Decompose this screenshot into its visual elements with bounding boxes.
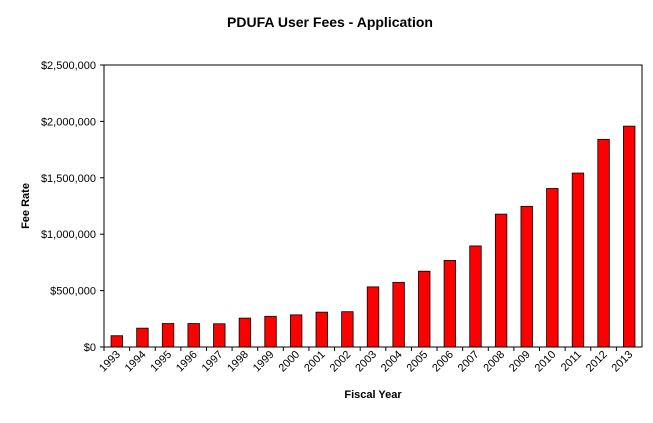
x-axis: 1993 1994 1995 1996 1997 1998 1999 2000 2001 2002… [97, 347, 635, 374]
x-tick-label: 2001 [302, 349, 328, 375]
bars [110, 125, 636, 348]
x-tick-label: 2004 [379, 349, 405, 375]
bar-1999 [264, 315, 277, 348]
x-tick-label: 2003 [353, 349, 379, 375]
x-tick-label: 2012 [584, 349, 610, 375]
bar-1994 [136, 327, 149, 348]
x-axis-title: Fiscal Year [344, 389, 402, 401]
x-tick-label: 1995 [148, 349, 174, 375]
y-tick-label: $0 [84, 342, 96, 354]
bar-2013 [623, 125, 636, 348]
bar-2008 [494, 213, 508, 348]
x-tick-label: 2009 [507, 349, 533, 375]
x-tick-label: 2002 [328, 349, 354, 375]
bar-1998 [238, 317, 252, 348]
x-tick-label: 2013 [610, 349, 636, 375]
bar-2007 [469, 245, 482, 348]
bar-2010 [546, 188, 559, 348]
bar-2005 [418, 270, 431, 348]
x-tick-label: 1994 [123, 349, 149, 375]
x-tick-label: 1996 [174, 349, 200, 375]
bar-1995 [161, 323, 175, 348]
x-tick-label: 2007 [456, 349, 482, 375]
bar-2000 [289, 314, 303, 348]
x-tick-label: 2006 [430, 349, 456, 375]
x-tick-label: 2000 [276, 349, 302, 375]
x-tick-label: 2008 [481, 349, 507, 375]
bar-2012 [597, 138, 610, 348]
bar-2003 [366, 286, 380, 348]
y-axis-title: Fee Rate [20, 183, 32, 229]
bar-2006 [443, 260, 457, 348]
bar-2002 [341, 311, 354, 348]
y-tick-label: $500,000 [50, 286, 96, 298]
chart-title: PDUFA User Fees - Application [227, 14, 433, 30]
x-tick-label: 1997 [200, 349, 226, 375]
x-tick-label: 2011 [559, 349, 584, 374]
y-tick-label: $2,000,000 [41, 116, 96, 128]
x-tick-label: 1998 [225, 349, 251, 375]
bar-1996 [187, 323, 200, 348]
bar-2011 [571, 172, 585, 348]
x-tick-label: 2010 [533, 349, 559, 375]
y-tick-label: $1,000,000 [41, 229, 96, 241]
x-tick-label: 1999 [251, 349, 277, 375]
bar-2004 [392, 281, 405, 348]
bar-1993 [110, 335, 123, 348]
y-tick-label: $2,500,000 [41, 60, 96, 72]
bar-2009 [520, 205, 533, 348]
bar-1997 [213, 323, 226, 348]
y-axis: $0 $500,000 $1,000,000 $1,500,000 $2,000,000… [41, 60, 104, 354]
y-tick-label: $1,500,000 [41, 173, 96, 185]
x-tick-label: 1993 [97, 349, 123, 375]
x-tick-label: 2005 [405, 349, 431, 375]
bar-2001 [315, 311, 328, 348]
